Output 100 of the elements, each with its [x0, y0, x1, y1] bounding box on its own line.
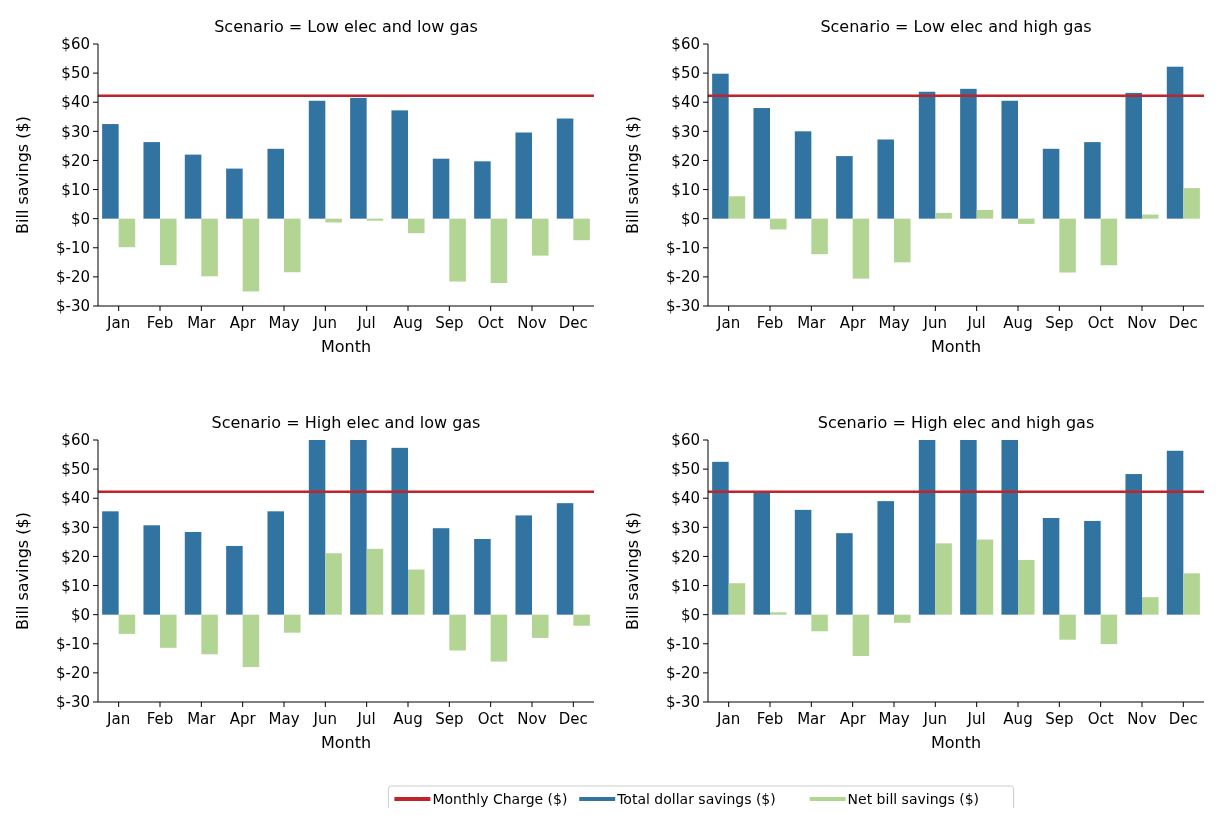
bar: [1183, 188, 1200, 219]
y-tick-label: $40: [671, 489, 700, 508]
bar: [102, 124, 119, 219]
y-tick-label: $40: [61, 93, 90, 112]
y-tick-label: $20: [61, 151, 90, 170]
x-tick-label: Dec: [1168, 314, 1198, 332]
legend-label: Net bill savings ($): [847, 790, 980, 807]
x-tick-label: Nov: [1127, 314, 1157, 332]
bar: [836, 156, 853, 219]
y-tick-label: $-30: [55, 297, 90, 316]
y-tick-label: $-30: [665, 693, 700, 712]
x-tick-label: Apr: [229, 314, 257, 332]
bar: [894, 614, 911, 623]
y-tick-label: $60: [671, 431, 700, 450]
bar: [1018, 218, 1035, 224]
bar: [184, 531, 202, 615]
bar: [894, 218, 911, 263]
bar: [1142, 597, 1159, 615]
bar: [918, 440, 936, 615]
x-tick-label: Aug: [393, 710, 423, 728]
y-tick-label: $50: [671, 64, 700, 83]
bar: [391, 447, 408, 615]
x-axis-title: Month: [320, 337, 372, 356]
x-tick-label: Jun: [312, 710, 338, 728]
x-tick-label: Sep: [435, 314, 464, 332]
y-tick-label: $30: [671, 518, 700, 537]
legend-label: Monthly Charge ($): [432, 790, 568, 807]
y-tick-label: $0: [680, 209, 700, 228]
bar: [1125, 92, 1142, 219]
bar: [1001, 100, 1018, 219]
y-tick-label: $50: [61, 460, 90, 479]
x-tick-label: Feb: [146, 710, 174, 728]
y-axis-title: Bill savings ($): [13, 116, 32, 234]
bar: [160, 614, 177, 648]
legend-label: Total dollar savings ($): [616, 790, 776, 807]
y-tick-label: $0: [70, 605, 90, 624]
x-tick-label: Oct: [1087, 314, 1114, 332]
x-tick-label: Oct: [477, 314, 504, 332]
x-tick-label: May: [878, 710, 910, 728]
bar: [1142, 214, 1159, 219]
bar: [852, 218, 870, 279]
bar: [118, 614, 136, 634]
x-tick-label: Sep: [1045, 710, 1074, 728]
bar: [770, 218, 787, 230]
bar: [432, 158, 450, 219]
bar: [976, 209, 994, 219]
bar: [284, 614, 301, 633]
bar: [960, 440, 977, 615]
bar: [877, 139, 894, 219]
bar: [753, 491, 770, 615]
bar: [728, 196, 746, 219]
bar: [408, 218, 425, 234]
bar: [1042, 518, 1060, 615]
bar: [515, 515, 532, 615]
bar: [1084, 520, 1101, 615]
bar: [284, 218, 301, 273]
y-tick-label: $-10: [55, 239, 90, 258]
bar: [1183, 573, 1200, 615]
x-tick-label: May: [878, 314, 910, 332]
bar: [242, 614, 260, 668]
x-tick-label: Apr: [839, 314, 867, 332]
bar: [728, 583, 746, 615]
x-tick-label: Aug: [393, 314, 423, 332]
y-tick-label: $-20: [55, 664, 90, 683]
chart-title: Scenario = Low elec and high gas: [820, 17, 1092, 36]
y-tick-label: $30: [61, 122, 90, 141]
bar: [143, 525, 160, 615]
y-tick-label: $60: [61, 35, 90, 54]
x-tick-label: Nov: [1127, 710, 1157, 728]
y-tick-label: $40: [61, 489, 90, 508]
bar: [350, 440, 367, 615]
y-tick-label: $20: [671, 547, 700, 566]
y-tick-label: $20: [671, 151, 700, 170]
bar: [432, 528, 450, 615]
y-tick-label: $50: [61, 64, 90, 83]
y-tick-label: $-10: [665, 635, 700, 654]
x-tick-label: Jun: [922, 314, 948, 332]
x-tick-label: Dec: [558, 314, 588, 332]
bar: [556, 118, 574, 219]
bar: [1059, 218, 1076, 273]
x-tick-label: Jul: [966, 710, 986, 728]
bar: [852, 614, 870, 656]
y-tick-label: $-10: [55, 635, 90, 654]
bar: [918, 91, 936, 219]
x-tick-label: Mar: [187, 314, 217, 332]
bar: [490, 614, 508, 662]
y-tick-label: $50: [671, 460, 700, 479]
x-tick-label: Mar: [797, 710, 827, 728]
x-tick-label: Oct: [1087, 710, 1114, 728]
y-tick-label: $-20: [55, 268, 90, 287]
bar: [877, 501, 894, 615]
bar: [935, 543, 952, 615]
bar: [391, 110, 408, 219]
bar: [1100, 218, 1118, 266]
bar: [1059, 614, 1076, 640]
y-tick-label: $60: [671, 35, 700, 54]
x-tick-label: Jun: [312, 314, 338, 332]
bar: [556, 503, 574, 615]
x-axis-title: Month: [320, 733, 372, 752]
x-tick-label: Sep: [1045, 314, 1074, 332]
